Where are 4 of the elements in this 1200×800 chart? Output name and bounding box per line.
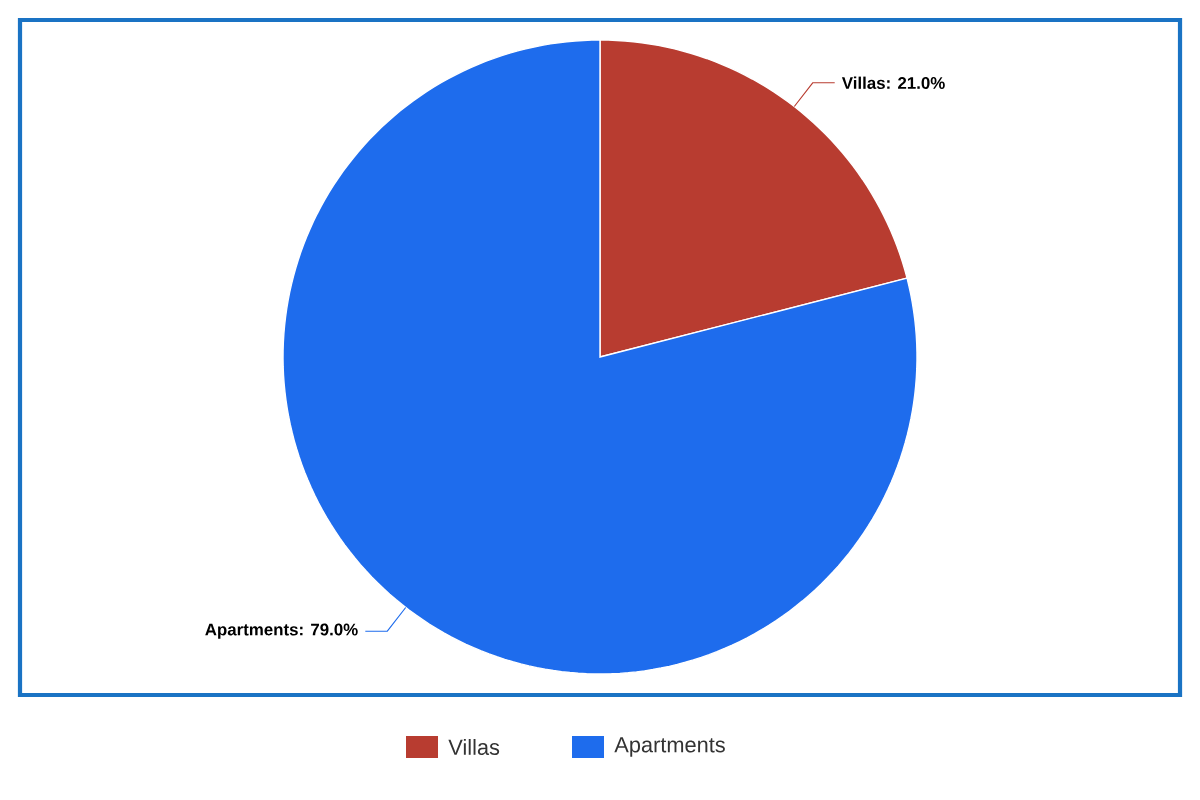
data-label: Villas: 21.0% [841, 76, 945, 89]
legend-label: Villas [448, 739, 500, 756]
data-label: Apartments: 79.0% [205, 623, 358, 639]
legend-label: Apartments [614, 737, 725, 757]
